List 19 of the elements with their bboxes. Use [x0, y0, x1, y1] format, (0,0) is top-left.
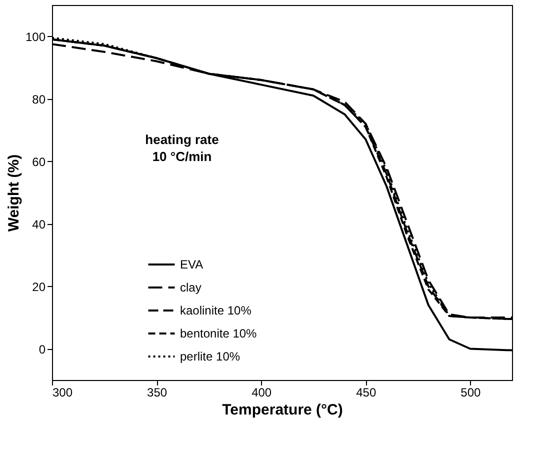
legend-label: clay [180, 280, 202, 294]
legend-label: EVA [180, 258, 204, 272]
x-axis-title: Temperature (°C) [222, 402, 343, 418]
y-tick-label: 20 [32, 280, 46, 294]
x-tick-label: 500 [460, 386, 482, 400]
annotation: heating rate 10 °C/min [145, 132, 219, 164]
x-tick-label: 450 [356, 386, 376, 400]
legend-label: perlite 10% [180, 350, 240, 364]
legend-label: bentonite 10% [180, 326, 258, 340]
y-axis-title: Weight (%) [5, 154, 22, 232]
x-tick-label: 400 [252, 386, 272, 400]
y-tick-label: 60 [32, 154, 46, 169]
legend-label: kaolinite 10% [180, 304, 252, 318]
y-tick-label: 100 [25, 30, 46, 44]
y-tick-label: 80 [32, 92, 46, 106]
y-tick-label: 40 [32, 217, 46, 232]
x-tick-label: 300 [52, 386, 73, 400]
x-tick-label: 350 [147, 386, 168, 400]
y-tick-label: 0 [38, 342, 46, 356]
